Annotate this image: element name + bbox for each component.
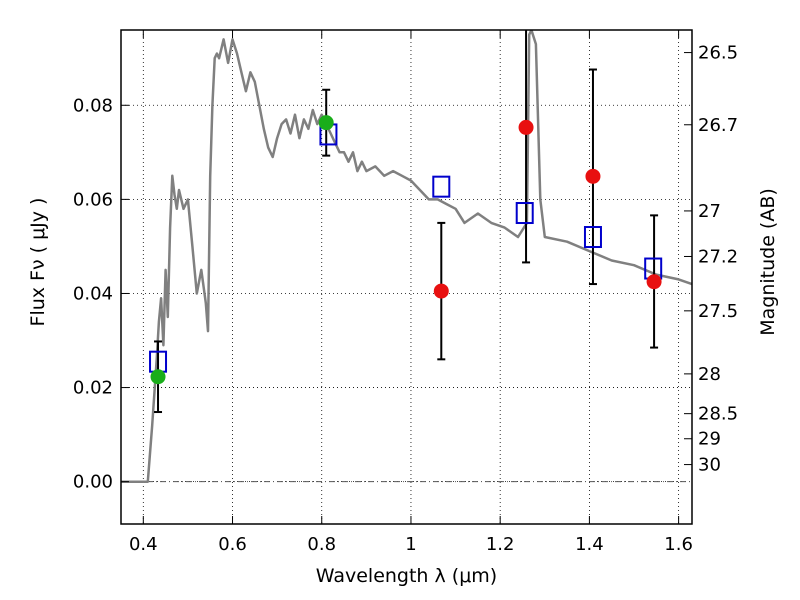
y2-tick-label: 27 xyxy=(698,201,721,222)
y2-tick-label: 26.5 xyxy=(698,43,738,64)
observed-flux-point xyxy=(646,274,662,290)
x-tick-label: 1.2 xyxy=(486,534,515,555)
y2-tick-label: 30 xyxy=(698,455,721,476)
observed-flux-point xyxy=(585,168,601,184)
model-photometry-square xyxy=(583,226,602,249)
observed-flux-point xyxy=(150,369,166,385)
y2-tick-label: 28.5 xyxy=(698,404,738,425)
y-tick-label: 0.04 xyxy=(73,283,113,304)
x-tick-label: 0.4 xyxy=(129,534,158,555)
grid-lines xyxy=(121,30,692,524)
x-tick-label: 0.6 xyxy=(218,534,247,555)
observed-flux-point xyxy=(518,119,534,135)
y-tick-label: 0.00 xyxy=(73,472,113,493)
x-tick-label: 1 xyxy=(405,534,416,555)
y2-axis-label: Magnitude (AB) xyxy=(757,188,779,336)
y2-tick-label: 27.5 xyxy=(698,301,738,322)
model-photometry-square xyxy=(515,202,534,225)
observed-flux-point xyxy=(433,283,449,299)
x-tick-label: 1.6 xyxy=(664,534,693,555)
model-photometry-square xyxy=(432,175,451,198)
x-tick-label: 0.8 xyxy=(307,534,336,555)
x-axis-label: Wavelength λ (μm) xyxy=(316,565,497,587)
y2-tick-label: 29 xyxy=(698,429,721,450)
y2-tick-label: 27.2 xyxy=(698,246,738,267)
y-tick-label: 0.02 xyxy=(73,378,113,399)
y-axis-label: Flux Fν ( μJy ) xyxy=(27,198,49,327)
y-tick-label: 0.08 xyxy=(73,95,113,116)
y2-tick-label: 26.7 xyxy=(698,115,738,136)
plot-frame xyxy=(120,29,693,525)
axes: 0.4 0.6 0.8 1 1.2 1.4 1.6 0.00 0.02 0.04 0.06 0.08 2… xyxy=(73,30,738,555)
y2-tick-label: 28 xyxy=(698,364,721,385)
x-tick-label: 1.4 xyxy=(575,534,604,555)
plot-area xyxy=(121,30,692,483)
y-tick-label: 0.06 xyxy=(73,189,113,210)
observed-flux-point xyxy=(318,115,334,131)
model-spectrum-line xyxy=(121,30,692,483)
